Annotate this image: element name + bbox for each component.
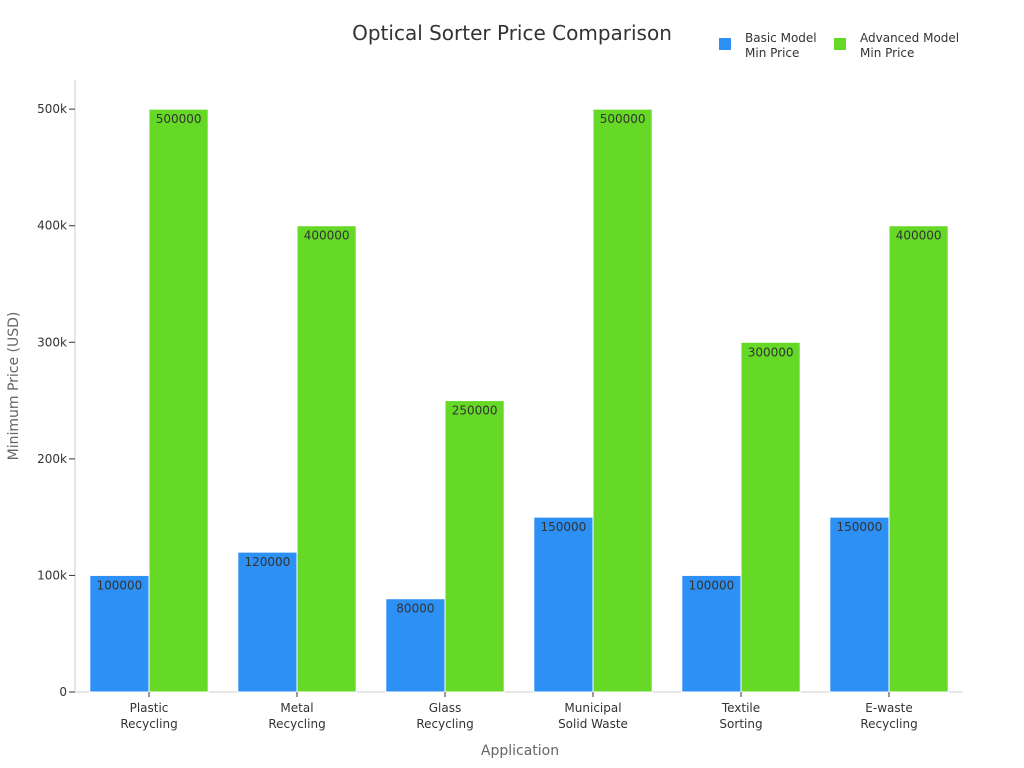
y-tick-label: 200k <box>37 452 67 466</box>
bar-advanced <box>148 108 209 693</box>
bar-value-label: 500000 <box>600 112 646 126</box>
bar-value-label: 150000 <box>836 520 882 534</box>
x-tick-label: Textile Sorting <box>719 701 762 731</box>
bar-basic <box>829 516 890 693</box>
bar-advanced <box>296 225 357 693</box>
bar-basic <box>681 574 742 693</box>
bar-basic <box>533 516 594 693</box>
bar-value-label: 120000 <box>244 555 290 569</box>
legend-label-line: Advanced Model <box>860 31 959 45</box>
x-tick-label-line: E-waste <box>865 701 912 715</box>
x-tick-label-line: Glass <box>429 701 462 715</box>
x-tick-label-line: Metal <box>280 701 313 715</box>
bar-value-label: 300000 <box>748 345 794 359</box>
bar-value-label: 250000 <box>452 404 498 418</box>
bar-value-label: 100000 <box>688 578 734 592</box>
x-tick-label-line: Recycling <box>120 717 177 731</box>
x-tick-label: Metal Recycling <box>268 701 325 731</box>
legend-swatch-basic <box>719 38 731 50</box>
x-tick-label: E-waste Recycling <box>860 701 917 731</box>
y-tick-label: 400k <box>37 219 67 233</box>
chart-title: Optical Sorter Price Comparison <box>352 21 672 45</box>
bar-basic <box>89 574 150 693</box>
x-tick-label-line: Sorting <box>719 717 762 731</box>
bar-value-label: 150000 <box>540 520 586 534</box>
bar-advanced <box>888 225 949 693</box>
bar-advanced <box>444 400 505 693</box>
x-tick-label-line: Municipal <box>564 701 621 715</box>
y-tick-label: 100k <box>37 568 67 582</box>
y-tick-label: 300k <box>37 335 67 349</box>
y-axis-title: Minimum Price (USD) <box>6 312 22 461</box>
legend-label-advanced: Advanced Model Min Price <box>860 31 959 60</box>
x-axis-title: Application <box>481 743 559 759</box>
bar-value-label: 400000 <box>304 229 350 243</box>
x-tick-label-line: Recycling <box>268 717 325 731</box>
bar-value-label: 400000 <box>896 229 942 243</box>
x-tick-label-line: Recycling <box>416 717 473 731</box>
y-tick-label: 500k <box>37 102 67 116</box>
y-tick-label: 0 <box>59 685 67 699</box>
legend-label-line: Basic Model <box>745 31 817 45</box>
legend-label-basic: Basic Model Min Price <box>745 31 817 60</box>
x-tick-label-line: Textile <box>721 701 760 715</box>
bar-advanced <box>740 341 801 693</box>
bar-value-label: 100000 <box>96 578 142 592</box>
legend-swatch-advanced <box>834 38 846 50</box>
x-tick-label: Glass Recycling <box>416 701 473 731</box>
bar-advanced <box>592 108 653 693</box>
x-tick-label-line: Solid Waste <box>558 717 628 731</box>
x-tick-label: Plastic Recycling <box>120 701 177 731</box>
bar-value-label: 80000 <box>396 602 434 616</box>
bar-basic <box>237 551 298 693</box>
bar-value-label: 500000 <box>156 112 202 126</box>
legend-label-line: Min Price <box>860 46 914 60</box>
x-tick-label-line: Plastic <box>130 701 169 715</box>
x-tick-label: Municipal Solid Waste <box>558 701 628 731</box>
x-tick-label-line: Recycling <box>860 717 917 731</box>
legend-label-line: Min Price <box>745 46 799 60</box>
